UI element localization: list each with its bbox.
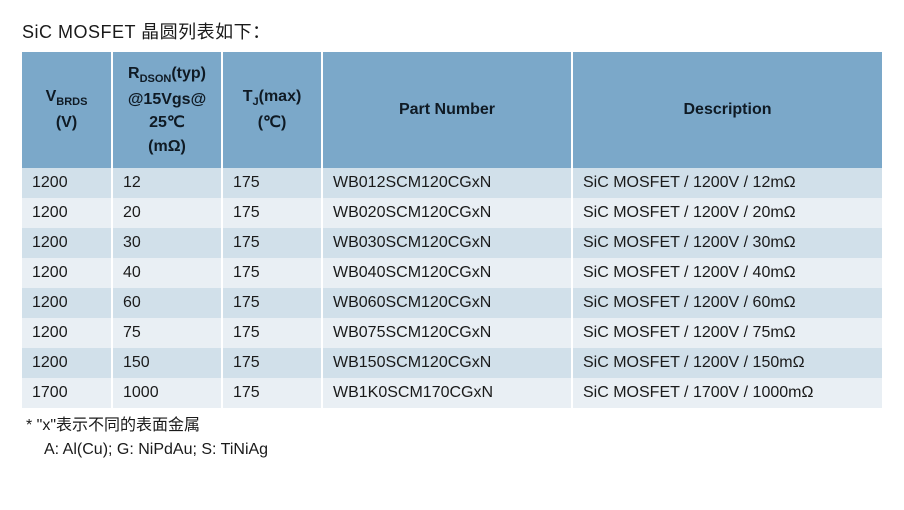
col-header-tjmax: TJ(max) (℃) (222, 52, 322, 168)
table-row: 120060175WB060SCM120CGxNSiC MOSFET / 120… (22, 288, 882, 318)
table-row: 120012175WB012SCM120CGxNSiC MOSFET / 120… (22, 168, 882, 198)
cell-rdson: 12 (112, 168, 222, 198)
cell-part: WB075SCM120CGxN (322, 318, 572, 348)
cell-part: WB1K0SCM170CGxN (322, 378, 572, 408)
table-row: 120075175WB075SCM120CGxNSiC MOSFET / 120… (22, 318, 882, 348)
cell-tjmax: 175 (222, 378, 322, 408)
table-row: 1200150175WB150SCM120CGxNSiC MOSFET / 12… (22, 348, 882, 378)
col-header-vbrds: VBRDS (V) (22, 52, 112, 168)
cell-desc: SiC MOSFET / 1700V / 1000mΩ (572, 378, 882, 408)
cell-part: WB040SCM120CGxN (322, 258, 572, 288)
cell-tjmax: 175 (222, 288, 322, 318)
cell-desc: SiC MOSFET / 1200V / 75mΩ (572, 318, 882, 348)
cell-part: WB150SCM120CGxN (322, 348, 572, 378)
cell-rdson: 1000 (112, 378, 222, 408)
cell-desc: SiC MOSFET / 1200V / 30mΩ (572, 228, 882, 258)
footnote-line1: * "x"表示不同的表面金属 (26, 417, 200, 434)
cell-part: WB012SCM120CGxN (322, 168, 572, 198)
table-row: 120030175WB030SCM120CGxNSiC MOSFET / 120… (22, 228, 882, 258)
cell-desc: SiC MOSFET / 1200V / 60mΩ (572, 288, 882, 318)
cell-part: WB030SCM120CGxN (322, 228, 572, 258)
cell-vbrds: 1200 (22, 228, 112, 258)
cell-tjmax: 175 (222, 168, 322, 198)
cell-rdson: 150 (112, 348, 222, 378)
cell-part: WB020SCM120CGxN (322, 198, 572, 228)
cell-tjmax: 175 (222, 198, 322, 228)
table-header-row: VBRDS (V) RDSON(typ) @15Vgs@ 25℃ (mΩ) TJ… (22, 52, 882, 168)
table-row: 17001000175WB1K0SCM170CGxNSiC MOSFET / 1… (22, 378, 882, 408)
cell-rdson: 75 (112, 318, 222, 348)
cell-vbrds: 1200 (22, 198, 112, 228)
col-header-desc: Description (572, 52, 882, 168)
mosfet-table: VBRDS (V) RDSON(typ) @15Vgs@ 25℃ (mΩ) TJ… (22, 52, 882, 408)
cell-rdson: 20 (112, 198, 222, 228)
cell-vbrds: 1200 (22, 348, 112, 378)
table-body: 120012175WB012SCM120CGxNSiC MOSFET / 120… (22, 168, 882, 408)
cell-rdson: 40 (112, 258, 222, 288)
cell-vbrds: 1200 (22, 318, 112, 348)
col-header-rdson: RDSON(typ) @15Vgs@ 25℃ (mΩ) (112, 52, 222, 168)
cell-rdson: 60 (112, 288, 222, 318)
cell-tjmax: 175 (222, 318, 322, 348)
cell-tjmax: 175 (222, 258, 322, 288)
cell-vbrds: 1200 (22, 258, 112, 288)
cell-desc: SiC MOSFET / 1200V / 150mΩ (572, 348, 882, 378)
cell-rdson: 30 (112, 228, 222, 258)
cell-vbrds: 1200 (22, 288, 112, 318)
page-title: SiC MOSFET 晶圆列表如下： (22, 18, 882, 44)
cell-tjmax: 175 (222, 348, 322, 378)
cell-desc: SiC MOSFET / 1200V / 12mΩ (572, 168, 882, 198)
table-row: 120020175WB020SCM120CGxNSiC MOSFET / 120… (22, 198, 882, 228)
cell-vbrds: 1700 (22, 378, 112, 408)
cell-desc: SiC MOSFET / 1200V / 40mΩ (572, 258, 882, 288)
table-row: 120040175WB040SCM120CGxNSiC MOSFET / 120… (22, 258, 882, 288)
cell-vbrds: 1200 (22, 168, 112, 198)
col-header-part: Part Number (322, 52, 572, 168)
footnote: * "x"表示不同的表面金属 A: Al(Cu); G: NiPdAu; S: … (22, 414, 882, 462)
cell-tjmax: 175 (222, 228, 322, 258)
footnote-line2: A: Al(Cu); G: NiPdAu; S: TiNiAg (26, 438, 882, 462)
cell-desc: SiC MOSFET / 1200V / 20mΩ (572, 198, 882, 228)
cell-part: WB060SCM120CGxN (322, 288, 572, 318)
